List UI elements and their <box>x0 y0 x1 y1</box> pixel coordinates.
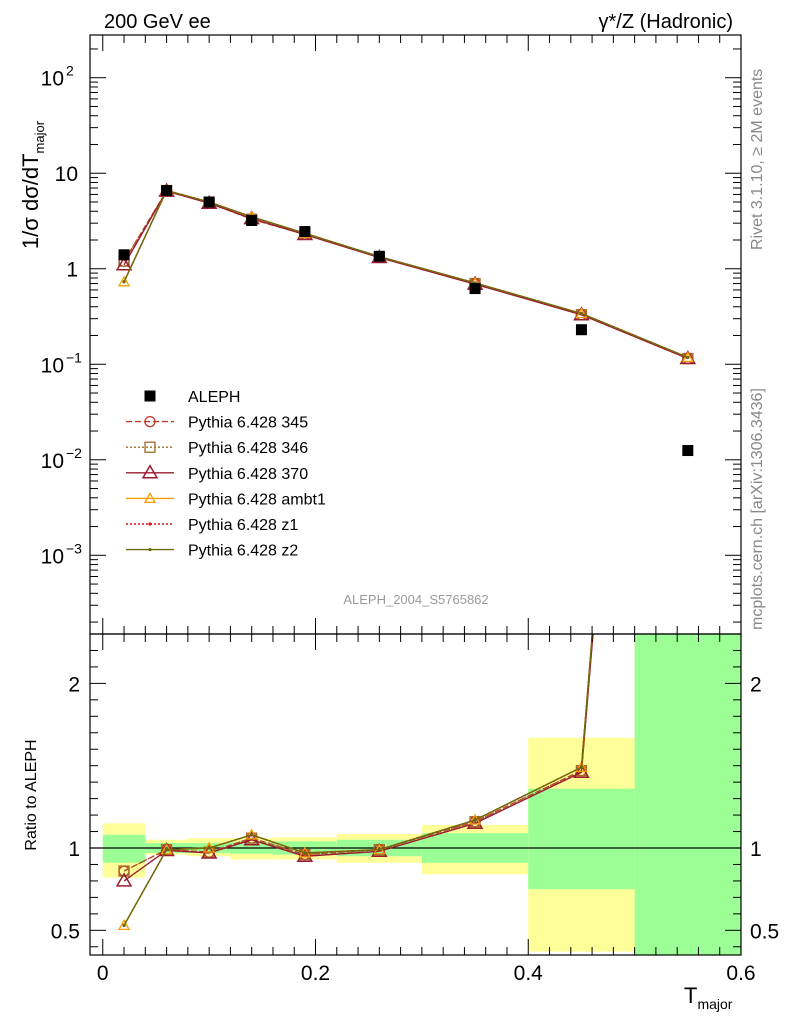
main-ytick-label-0: 10 <box>41 545 64 568</box>
main-series-line-3 <box>123 189 689 359</box>
ratio-series-3-point-0 <box>117 919 131 931</box>
legend-marker-data <box>144 390 156 402</box>
rivet-version-label: Rivet 3.1.10, ≥ 2M events <box>749 69 766 250</box>
data-point-8 <box>682 445 694 457</box>
legend-label-5: Pythia 6.428 z2 <box>188 543 298 560</box>
legend-label-2: Pythia 6.428 370 <box>188 466 308 483</box>
x-tick-label-0: 0 <box>97 962 109 985</box>
legend-marker-3 <box>143 492 157 504</box>
x-axis-label: Tmajor <box>684 983 733 1012</box>
ratio-series-5-point-7 <box>579 765 584 769</box>
main-series-line-0 <box>123 190 689 360</box>
main-series-2-point-0 <box>115 256 133 271</box>
legend-marker-2 <box>141 464 159 479</box>
legend: ALEPH Pythia 6.428 345 Pythia 6.428 346 Pyt… <box>126 389 326 560</box>
ratio-frame <box>89 633 742 956</box>
data-point-3 <box>246 214 258 226</box>
ratio-plot-layer <box>115 634 594 931</box>
data-point-6 <box>469 283 481 295</box>
ratio-series-5-point-2 <box>207 846 211 850</box>
x-tick-label-3: 0.6 <box>726 962 755 985</box>
legend-label-0: Pythia 6.428 345 <box>188 415 308 432</box>
legend-label-data: ALEPH <box>188 389 240 406</box>
legend-marker-4 <box>148 522 152 526</box>
main-series-5-point-8 <box>686 355 690 359</box>
legend-label-4: Pythia 6.428 z1 <box>188 517 298 534</box>
legend-marker-5 <box>148 548 152 552</box>
ratio-series-5-point-6 <box>473 818 477 822</box>
x-tick-label-1: 0.2 <box>301 962 330 985</box>
data-point-4 <box>299 226 311 238</box>
main-y-axis-label-text: 1/σ dσ/dT <box>18 153 43 249</box>
data-point-1 <box>161 184 173 196</box>
legend-label-1: Pythia 6.428 346 <box>188 440 308 457</box>
legend-label-3: Pythia 6.428 ambt1 <box>188 491 326 508</box>
ratio-uncertainty-bands <box>90 634 741 955</box>
main-y-axis-label-sub: major <box>32 120 47 153</box>
stat-band-0 <box>102 834 146 863</box>
x-axis-label-sub: major <box>697 996 732 1012</box>
stat-band-7 <box>528 788 635 890</box>
main-ytick-label-3: 1 <box>66 259 78 282</box>
header-right-label: γ*/Z (Hadronic) <box>599 11 733 33</box>
ratio-series-5-point-5 <box>377 848 381 852</box>
header-left-label: 200 GeV ee <box>104 11 211 33</box>
mcplots-label: mcplots.cern.ch [arXiv:1306.3436] <box>749 388 766 630</box>
ratio-series-1-point-0 <box>118 865 130 877</box>
main-series-line-5 <box>123 189 689 359</box>
main-series-line-1 <box>123 190 689 360</box>
ratio-series-5-point-3 <box>250 833 254 837</box>
ratio-ytick-label-left-1: 1 <box>68 838 80 861</box>
main-series-line-4 <box>123 189 689 359</box>
ratio-ytick-label-left-2: 2 <box>68 673 80 696</box>
main-series-5-point-0 <box>122 280 126 284</box>
svg-text:1/σ dσ/dTmajor: 1/σ dσ/dTmajor <box>18 120 47 249</box>
main-ytick-label-1: 10 <box>41 450 64 473</box>
ratio-y-axis-label: Ratio to ALEPH <box>23 739 40 850</box>
data-point-7 <box>575 324 587 336</box>
ratio-ytick-label-left-0: 0.5 <box>51 920 80 943</box>
ratio-ytick-label-right-1: 1 <box>750 838 762 861</box>
ratio-series-line-0 <box>123 634 594 872</box>
main-series-3-point-0 <box>117 275 131 287</box>
ratio-ytick-label-right-2: 2 <box>750 673 762 696</box>
main-plot-layer <box>115 182 697 457</box>
main-ytick-label-exp-1: −2 <box>66 445 82 461</box>
x-axis-label-text: T <box>684 983 697 1008</box>
ratio-series-line-2 <box>123 634 594 882</box>
analysis-id-label: ALEPH_2004_S5765862 <box>343 592 488 607</box>
main-ytick-label-exp-0: −3 <box>66 540 82 556</box>
main-series-5-point-7 <box>579 311 584 316</box>
ratio-series-3-point-7 <box>575 760 588 772</box>
x-tick-label-2: 0.4 <box>514 962 544 985</box>
main-y-axis-label: 1/σ dσ/dTmajor <box>18 120 47 249</box>
ratio-series-5-point-1 <box>164 848 169 852</box>
data-point-0 <box>118 249 130 261</box>
stat-band-8 <box>634 634 741 955</box>
ratio-series-group <box>115 634 594 931</box>
main-series-line-2 <box>123 190 689 360</box>
main-ytick-label-exp-5: 2 <box>66 63 74 79</box>
data-point-2 <box>203 196 215 208</box>
main-ytick-label-5: 10 <box>41 68 64 91</box>
ratio-series-5-point-0 <box>122 923 126 927</box>
main-ytick-label-4: 10 <box>55 163 78 186</box>
main-ytick-label-exp-2: −1 <box>66 349 82 365</box>
legend-marker-0 <box>144 415 156 428</box>
main-ytick-label-2: 10 <box>41 354 64 377</box>
legend-marker-1 <box>144 441 156 453</box>
ratio-series-5-point-4 <box>303 851 307 855</box>
ratio-series-line-1 <box>123 634 594 872</box>
ratio-series-2-point-0 <box>115 872 133 887</box>
ratio-series-3-point-3 <box>245 828 258 840</box>
ratio-ytick-label-right-0: 0.5 <box>750 920 779 943</box>
data-point-5 <box>373 250 385 262</box>
